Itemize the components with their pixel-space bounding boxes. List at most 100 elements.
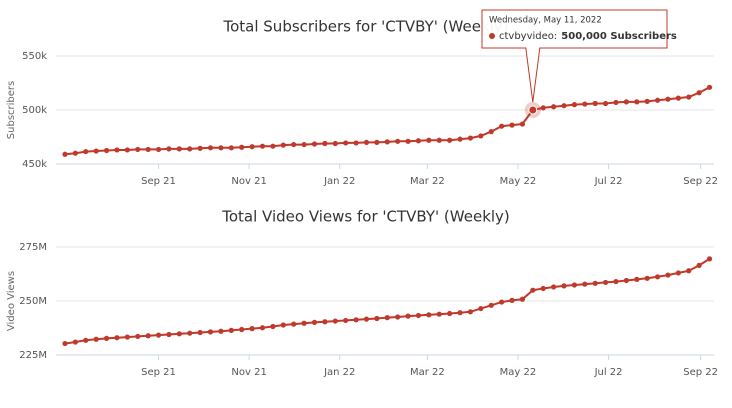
data-point xyxy=(623,277,629,284)
data-point xyxy=(582,101,588,107)
x-tick-label: Jan 22 xyxy=(323,367,355,378)
data-point xyxy=(613,99,619,106)
data-point xyxy=(363,139,370,145)
data-point xyxy=(644,275,650,281)
data-point xyxy=(499,299,505,305)
data-point xyxy=(176,331,182,337)
tooltip-value: 500,000 Subscribers xyxy=(561,31,677,42)
y-tick-label: 250M xyxy=(19,296,47,307)
data-point xyxy=(155,146,162,153)
data-point xyxy=(353,140,359,146)
data-point xyxy=(540,285,546,292)
data-point xyxy=(592,280,598,286)
data-point xyxy=(93,148,99,154)
data-point xyxy=(592,100,598,107)
data-point xyxy=(467,309,474,315)
data-point xyxy=(571,282,577,288)
x-tick-label: Nov 21 xyxy=(231,367,266,378)
data-point xyxy=(280,322,286,328)
y-axis-title: Video Views xyxy=(6,271,17,331)
chart-title: Total Video Views for 'CTVBY' (Weekly) xyxy=(221,208,510,226)
data-point xyxy=(280,142,286,148)
data-point xyxy=(478,133,484,139)
data-point xyxy=(374,139,380,145)
tooltip: Wednesday, May 11, 2022 ctvbyvideo: 500,00… xyxy=(481,9,677,103)
data-point xyxy=(654,97,661,103)
data-point xyxy=(228,327,234,333)
x-tick-label: May 22 xyxy=(500,176,537,187)
data-point xyxy=(145,333,151,339)
data-point xyxy=(696,90,702,96)
data-point xyxy=(540,105,546,111)
chart-title: Total Subscribers for 'CTVBY' (Weekly) xyxy=(222,18,508,36)
data-point xyxy=(405,313,411,319)
data-point xyxy=(135,333,141,340)
tooltip-marker xyxy=(489,33,495,39)
tooltip-series: ctvbyvideo: xyxy=(499,31,557,42)
data-point xyxy=(197,329,203,336)
y-tick-label: 275M xyxy=(19,242,47,253)
data-point xyxy=(561,103,567,109)
data-point xyxy=(488,302,494,308)
data-point xyxy=(384,139,390,145)
data-point xyxy=(374,315,380,322)
data-point xyxy=(644,98,650,104)
data-point xyxy=(499,123,505,129)
x-tick-label: Jul 22 xyxy=(594,176,623,187)
data-point xyxy=(571,102,577,108)
data-point xyxy=(686,94,692,100)
data-point xyxy=(395,138,401,144)
data-point xyxy=(62,151,68,157)
data-point xyxy=(528,105,538,115)
data-point xyxy=(311,319,318,325)
data-point xyxy=(488,129,494,135)
data-point xyxy=(270,323,276,330)
data-point xyxy=(114,147,120,153)
data-point xyxy=(519,296,526,302)
data-point xyxy=(228,145,234,151)
data-point xyxy=(239,326,245,333)
x-tick-label: Jul 22 xyxy=(594,367,623,378)
data-point xyxy=(103,147,110,154)
data-point xyxy=(613,278,619,285)
data-point xyxy=(395,314,401,320)
data-point xyxy=(187,146,193,152)
data-point xyxy=(83,337,89,343)
data-point xyxy=(415,312,422,319)
data-point xyxy=(83,148,89,155)
data-point xyxy=(249,144,255,150)
data-point xyxy=(187,330,193,336)
data-point xyxy=(509,297,515,303)
data-point xyxy=(103,335,110,341)
data-point xyxy=(218,145,224,151)
data-point xyxy=(509,122,515,128)
data-point xyxy=(207,145,214,151)
x-tick-label: Sep 21 xyxy=(141,367,176,378)
tooltip-date: Wednesday, May 11, 2022 xyxy=(489,16,602,26)
data-point xyxy=(436,311,442,317)
data-point xyxy=(602,279,609,286)
data-point xyxy=(426,137,432,143)
data-point xyxy=(384,315,390,321)
data-point xyxy=(166,331,172,338)
data-point xyxy=(467,135,474,141)
data-point xyxy=(311,141,318,147)
y-axis-title: Subscribers xyxy=(6,81,17,139)
data-point xyxy=(457,136,463,142)
data-point xyxy=(291,141,297,148)
data-point xyxy=(343,317,349,324)
data-point xyxy=(426,312,432,318)
data-point xyxy=(665,272,671,278)
data-point xyxy=(72,150,78,156)
data-point xyxy=(93,336,99,342)
data-point xyxy=(634,276,640,282)
data-point xyxy=(686,268,692,274)
data-point xyxy=(301,320,307,326)
data-point xyxy=(114,335,120,341)
data-point xyxy=(270,143,276,149)
data-point xyxy=(176,146,182,152)
data-point xyxy=(665,96,671,102)
x-tick-label: Sep 22 xyxy=(683,176,718,187)
data-point xyxy=(634,99,640,105)
x-tick-label: Mar 22 xyxy=(410,367,445,378)
